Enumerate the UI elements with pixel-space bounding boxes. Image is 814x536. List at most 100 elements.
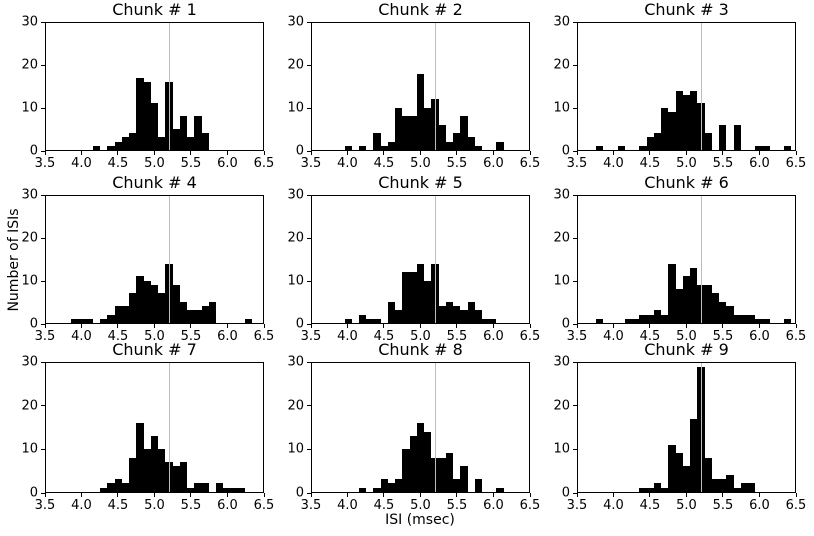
histogram-bar <box>668 444 676 492</box>
x-tick <box>154 493 155 497</box>
y-tick <box>307 107 311 109</box>
x-tick-label: 5.0 <box>410 498 431 513</box>
histogram-bar <box>726 474 734 492</box>
subplot-chunk-2: Chunk # 2 3.5 4.0 4.5 5.0 5.5 6.0 6.5 0 10 20 30 <box>287 2 540 171</box>
histogram-bar <box>733 314 741 323</box>
y-tick <box>41 492 45 494</box>
x-tick <box>529 493 531 497</box>
x-tick-label: 5.5 <box>446 156 468 171</box>
y-tick <box>573 237 577 239</box>
subplot-title: Chunk # 4 <box>112 173 197 192</box>
histogram-bar <box>653 133 662 150</box>
histogram-bar <box>395 479 403 492</box>
histogram-bar <box>438 306 446 323</box>
y-tick <box>573 194 577 196</box>
histogram-bar <box>373 487 381 492</box>
x-tick-label: 6.0 <box>749 329 770 344</box>
histogram-bar <box>467 137 475 150</box>
x-tick-label: 5.0 <box>676 329 697 344</box>
histogram-bar <box>143 280 151 323</box>
x-tick <box>190 151 192 155</box>
x-tick-label: 5.0 <box>144 329 165 344</box>
histogram-bar <box>747 314 756 323</box>
histogram-bar <box>474 310 482 323</box>
y-tick-label: 10 <box>287 273 304 289</box>
histogram-bar <box>129 457 137 492</box>
x-tick-label: 3.5 <box>566 329 588 344</box>
y-tick-label: 0 <box>29 485 38 501</box>
y-tick-label: 30 <box>287 14 304 30</box>
histogram-bar <box>359 487 367 492</box>
x-tick-label: 5.5 <box>712 498 734 513</box>
x-tick-label: 3.5 <box>34 329 56 344</box>
subplot-title: Chunk # 1 <box>112 0 197 19</box>
histogram-bar <box>784 145 792 150</box>
histogram-bar <box>150 436 159 492</box>
histogram-bar <box>625 318 633 323</box>
histogram-bar <box>481 318 490 323</box>
histogram-bar <box>496 487 504 492</box>
histogram-bar <box>762 145 770 150</box>
histogram-bar <box>172 466 180 492</box>
y-tick-label: 10 <box>21 100 38 116</box>
x-tick-label: 5.0 <box>144 156 165 171</box>
x-tick <box>154 324 155 328</box>
histogram-bar <box>747 483 756 492</box>
y-tick <box>573 361 577 363</box>
y-tick <box>307 492 311 494</box>
histogram-bar <box>359 314 367 323</box>
y-tick <box>41 361 45 363</box>
x-tick-label: 4.0 <box>71 498 92 513</box>
histogram-bar <box>244 318 253 323</box>
histogram-bar <box>704 284 712 323</box>
histogram-bar <box>416 263 425 323</box>
histogram-bar <box>445 301 454 323</box>
histogram-bar <box>733 487 741 492</box>
plot-area <box>45 22 264 151</box>
x-tick <box>722 493 724 497</box>
x-tick <box>686 324 687 328</box>
mean-isi-line <box>168 196 170 323</box>
histogram-bar <box>416 423 425 492</box>
histogram-bar <box>136 423 144 492</box>
plot-area <box>311 195 530 324</box>
histogram-bar <box>172 284 180 323</box>
y-tick <box>573 323 577 325</box>
plot-area <box>45 362 264 493</box>
x-tick <box>227 151 228 155</box>
x-tick <box>420 493 421 497</box>
x-tick <box>576 493 578 497</box>
subplot-chunk-1: Chunk # 1 3.5 4.0 4.5 5.0 5.5 6.0 6.5 0 10 20 30 <box>21 2 274 171</box>
x-tick-label: 3.5 <box>34 156 56 171</box>
histogram-bar <box>755 318 763 323</box>
plot-area <box>577 22 796 151</box>
x-tick-label: 6.5 <box>253 329 275 344</box>
subplot-chunk-8: Chunk # 8 3.5 4.0 4.5 5.0 5.5 6.0 6.5 0 10 20 30 <box>287 342 540 513</box>
x-tick <box>795 324 797 328</box>
subplot-title: Chunk # 9 <box>644 340 729 359</box>
histogram-bar <box>711 479 720 492</box>
y-tick-label: 10 <box>553 441 570 457</box>
histogram-bar <box>733 124 741 150</box>
histogram-bar <box>194 483 202 492</box>
histogram-bar <box>121 483 130 492</box>
x-tick-label: 4.5 <box>107 156 129 171</box>
y-tick-label: 20 <box>287 230 304 246</box>
x-tick-label: 6.5 <box>519 156 541 171</box>
y-tick-label: 10 <box>553 273 570 289</box>
x-tick-label: 6.5 <box>519 498 541 513</box>
histogram-bar <box>711 293 720 323</box>
x-tick <box>263 151 265 155</box>
x-tick <box>190 493 192 497</box>
histogram-bar <box>632 318 640 323</box>
y-tick <box>307 237 311 239</box>
y-tick <box>41 280 45 282</box>
y-tick-label: 10 <box>21 273 38 289</box>
x-tick <box>44 151 46 155</box>
x-tick <box>346 324 348 328</box>
x-tick-label: 3.5 <box>566 498 588 513</box>
x-tick-label: 6.5 <box>253 156 275 171</box>
histogram-bar <box>661 487 669 492</box>
x-tick-label: 6.0 <box>217 329 238 344</box>
